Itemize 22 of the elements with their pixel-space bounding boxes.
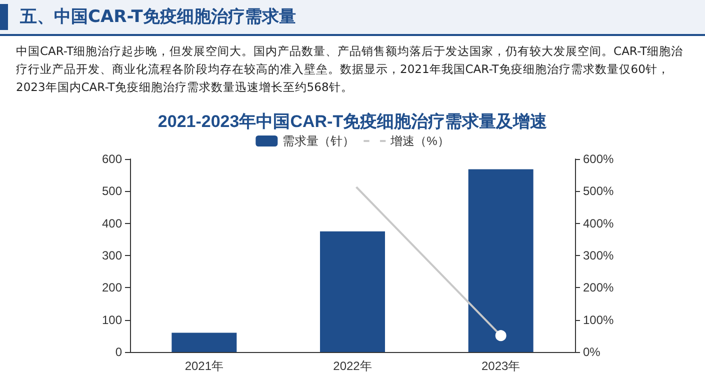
x-tick-label: 2021年 <box>184 359 224 373</box>
y-tick-label: 600 <box>102 152 122 166</box>
y2-tick-label: 200% <box>583 280 614 295</box>
x-tick-label: 2023年 <box>481 359 520 373</box>
y2-tick-label: 300% <box>583 248 614 262</box>
y-tick-label: 500 <box>102 184 122 198</box>
y-tick-label: 100 <box>102 312 122 327</box>
y2-tick-label: 400% <box>583 216 614 230</box>
legend-label: 需求量（针） <box>282 134 355 148</box>
y2-tick-label: 600% <box>583 152 614 166</box>
x-tick-label: 2022年 <box>333 359 372 373</box>
y2-tick-label: 100% <box>583 312 614 327</box>
chart-title: 2021-2023年中国CAR-T免疫细胞治疗需求量及增速 <box>158 112 548 131</box>
text: 中国CAR-T细胞治疗起步晚，但发展空间大。国内产品数量、产品销售额均落后于发达国家，仍有较大发展空间。CAR-T细胞治疗行业产品开发、商业化流程各阶段均存在较高的准入壁垒。数据显示，2021年我国CAR-T免疫细胞治疗需求数量仅60针，2023年国内CAR-T免疫细胞治疗需求数量迅速增长至约568针。 <box>16 43 684 96</box>
y-tick-label: 400 <box>102 216 122 230</box>
y-tick-label: 300 <box>102 248 122 262</box>
y-tick-label: 0 <box>115 345 122 359</box>
y-tick-label: 200 <box>102 280 122 295</box>
text: 五、中国CAR-T免疫细胞治疗需求量 <box>20 6 296 28</box>
legend-label: 增速（%） <box>390 134 450 148</box>
y2-tick-label: 500% <box>583 184 614 198</box>
y2-tick-label: 0% <box>583 345 601 359</box>
